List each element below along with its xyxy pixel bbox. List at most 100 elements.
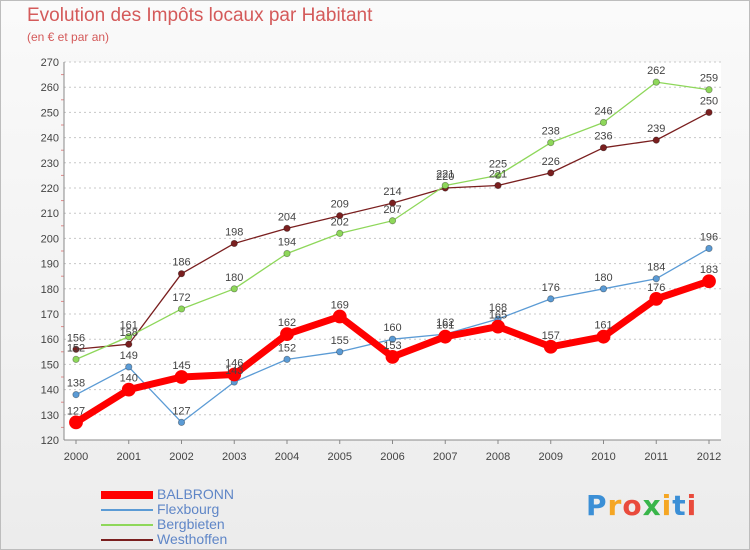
data-label: 138 <box>67 378 85 390</box>
data-point <box>652 136 660 144</box>
y-tick-label: 130 <box>41 410 59 422</box>
data-label: 165 <box>489 310 507 322</box>
x-tick-label: 2005 <box>328 451 352 463</box>
data-point <box>174 370 189 384</box>
data-point <box>652 275 660 283</box>
data-point <box>652 78 660 86</box>
data-label: 161 <box>120 320 138 332</box>
legend-label: Westhoffen <box>157 531 228 547</box>
data-label: 152 <box>67 342 85 354</box>
y-tick-label: 210 <box>41 208 59 220</box>
data-label: 161 <box>436 320 454 332</box>
chart-subtitle: (en € et par an) <box>27 30 110 44</box>
y-tick-label: 250 <box>41 107 59 119</box>
data-label: 180 <box>594 272 612 284</box>
data-label: 153 <box>383 340 401 352</box>
legend-swatch <box>101 523 153 526</box>
legend-item: BALBRONN <box>101 487 234 502</box>
x-tick-label: 2009 <box>539 451 563 463</box>
data-point <box>177 305 186 313</box>
legend-item: Flexbourg <box>101 502 234 517</box>
data-point <box>227 367 242 382</box>
data-point <box>441 181 449 190</box>
data-label: 172 <box>172 292 190 304</box>
data-label: 196 <box>700 231 718 243</box>
y-tick-label: 150 <box>41 359 59 371</box>
data-point <box>280 327 294 342</box>
data-label: 186 <box>172 257 190 269</box>
legend-label: Bergbieten <box>157 516 225 532</box>
data-point <box>332 309 347 324</box>
data-label: 157 <box>542 330 560 342</box>
data-label: 176 <box>647 282 665 294</box>
data-label: 246 <box>594 105 612 117</box>
data-label: 221 <box>489 168 507 180</box>
x-tick-label: 2002 <box>169 451 193 463</box>
data-point <box>336 348 344 356</box>
x-tick-label: 2000 <box>64 451 88 463</box>
legend-swatch <box>101 508 153 511</box>
data-point <box>388 199 397 207</box>
data-label: 143 <box>225 365 243 377</box>
data-point <box>69 415 83 430</box>
y-tick-label: 260 <box>41 82 59 94</box>
data-point <box>336 212 344 220</box>
data-point <box>543 339 558 354</box>
data-label: 220 <box>436 171 454 183</box>
logo-letter: o <box>622 489 643 522</box>
legend: BALBRONN Flexbourg Bergbieten Westhoffen <box>101 487 234 547</box>
data-label: 226 <box>542 156 560 168</box>
data-point <box>125 340 133 348</box>
y-tick-label: 170 <box>41 309 59 321</box>
x-tick-label: 2004 <box>275 451 299 463</box>
data-point <box>547 139 555 147</box>
data-label: 221 <box>436 168 454 180</box>
data-label: 156 <box>67 332 85 344</box>
data-label: 183 <box>700 264 718 276</box>
x-tick-label: 2007 <box>433 451 457 463</box>
x-tick-label: 2003 <box>222 451 246 463</box>
legend-swatch <box>101 490 153 499</box>
data-label: 160 <box>383 322 401 334</box>
x-tick-label: 2006 <box>380 451 404 463</box>
data-label: 162 <box>436 317 454 329</box>
logo-letter: x <box>642 489 662 522</box>
data-label: 184 <box>647 262 665 274</box>
data-point <box>72 391 80 399</box>
x-tick-label: 2012 <box>697 451 721 463</box>
data-label: 262 <box>647 65 665 77</box>
x-tick-label: 2010 <box>591 451 615 463</box>
legend-label: BALBRONN <box>157 486 235 502</box>
data-label: 236 <box>594 131 612 143</box>
y-tick-label: 220 <box>41 183 59 195</box>
logo-letter: r <box>607 489 623 522</box>
data-point <box>649 291 664 306</box>
data-label: 204 <box>278 211 296 223</box>
y-tick-label: 180 <box>41 284 59 296</box>
legend-item: Westhoffen <box>101 532 234 547</box>
data-label: 146 <box>225 357 243 369</box>
y-tick-label: 230 <box>41 158 59 170</box>
data-label: 180 <box>225 272 243 284</box>
legend-swatch <box>101 538 153 541</box>
data-point <box>705 86 713 94</box>
data-point <box>494 171 502 179</box>
data-point <box>385 349 400 364</box>
data-label: 127 <box>172 405 190 417</box>
data-label: 202 <box>331 216 349 228</box>
chart-title: Evolution des Impôts locaux par Habitant <box>27 5 373 26</box>
data-point <box>230 239 238 248</box>
data-label: 207 <box>383 204 401 216</box>
y-tick-label: 200 <box>41 233 59 245</box>
data-label: 225 <box>489 158 507 170</box>
data-point <box>336 229 344 237</box>
y-tick-label: 270 <box>41 57 59 69</box>
data-point <box>547 169 555 177</box>
data-point <box>177 270 186 278</box>
x-tick-label: 2001 <box>117 451 141 463</box>
logo-letter: P <box>586 489 608 522</box>
data-label: 194 <box>278 237 296 249</box>
data-label: 250 <box>700 95 718 107</box>
data-point <box>72 345 80 353</box>
data-point <box>705 244 713 253</box>
